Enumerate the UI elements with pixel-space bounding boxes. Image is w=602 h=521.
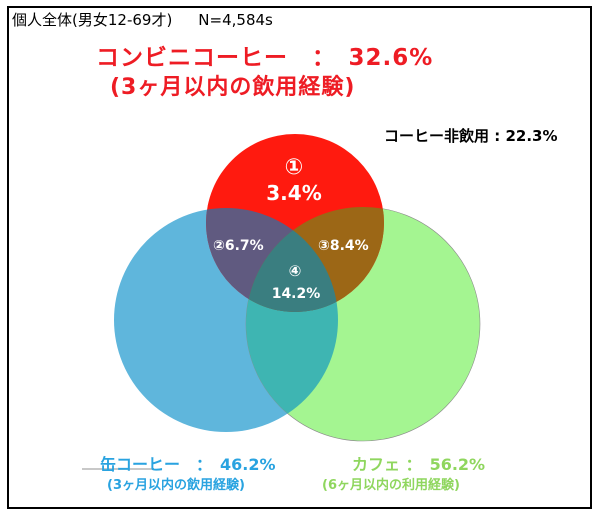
chart-frame bbox=[7, 6, 592, 509]
chart-title-note: (3ヶ月以内の飲用経験) bbox=[110, 75, 356, 100]
region-1-marker: ① bbox=[285, 155, 304, 180]
non-drinker-label: コーヒー非飲用 : 22.3% bbox=[384, 127, 558, 145]
region-3-marker: ③ bbox=[318, 238, 330, 254]
region-2-value: 6.7% bbox=[225, 238, 264, 254]
segment-label: 個人全体(男女12-69才) bbox=[12, 11, 173, 29]
region-3-label: ③8.4% bbox=[318, 238, 369, 254]
region-2-marker: ② bbox=[213, 238, 225, 254]
cafe-label: カフェ ： 56.2% bbox=[352, 455, 486, 474]
can-coffee-label: 缶コーヒー ： 46.2% bbox=[100, 455, 276, 474]
region-3-value: 8.4% bbox=[330, 238, 369, 254]
cafe-note: (6ヶ月以内の利用経験) bbox=[322, 478, 460, 493]
region-4-marker: ④ bbox=[289, 262, 302, 280]
label-underline bbox=[82, 468, 154, 470]
region-4-value: 14.2% bbox=[272, 286, 321, 302]
region-2-label: ②6.7% bbox=[213, 238, 264, 254]
can-coffee-note: (3ヶ月以内の飲用経験) bbox=[107, 478, 245, 493]
region-1-value: 3.4% bbox=[266, 181, 321, 205]
chart-title: コンビニコーヒー ： 32.6% bbox=[96, 45, 434, 71]
region-4 bbox=[246, 208, 338, 312]
sample-size: N=4,584s bbox=[198, 11, 273, 29]
chart-header: 個人全体(男女12-69才) N=4,584s bbox=[12, 9, 273, 30]
